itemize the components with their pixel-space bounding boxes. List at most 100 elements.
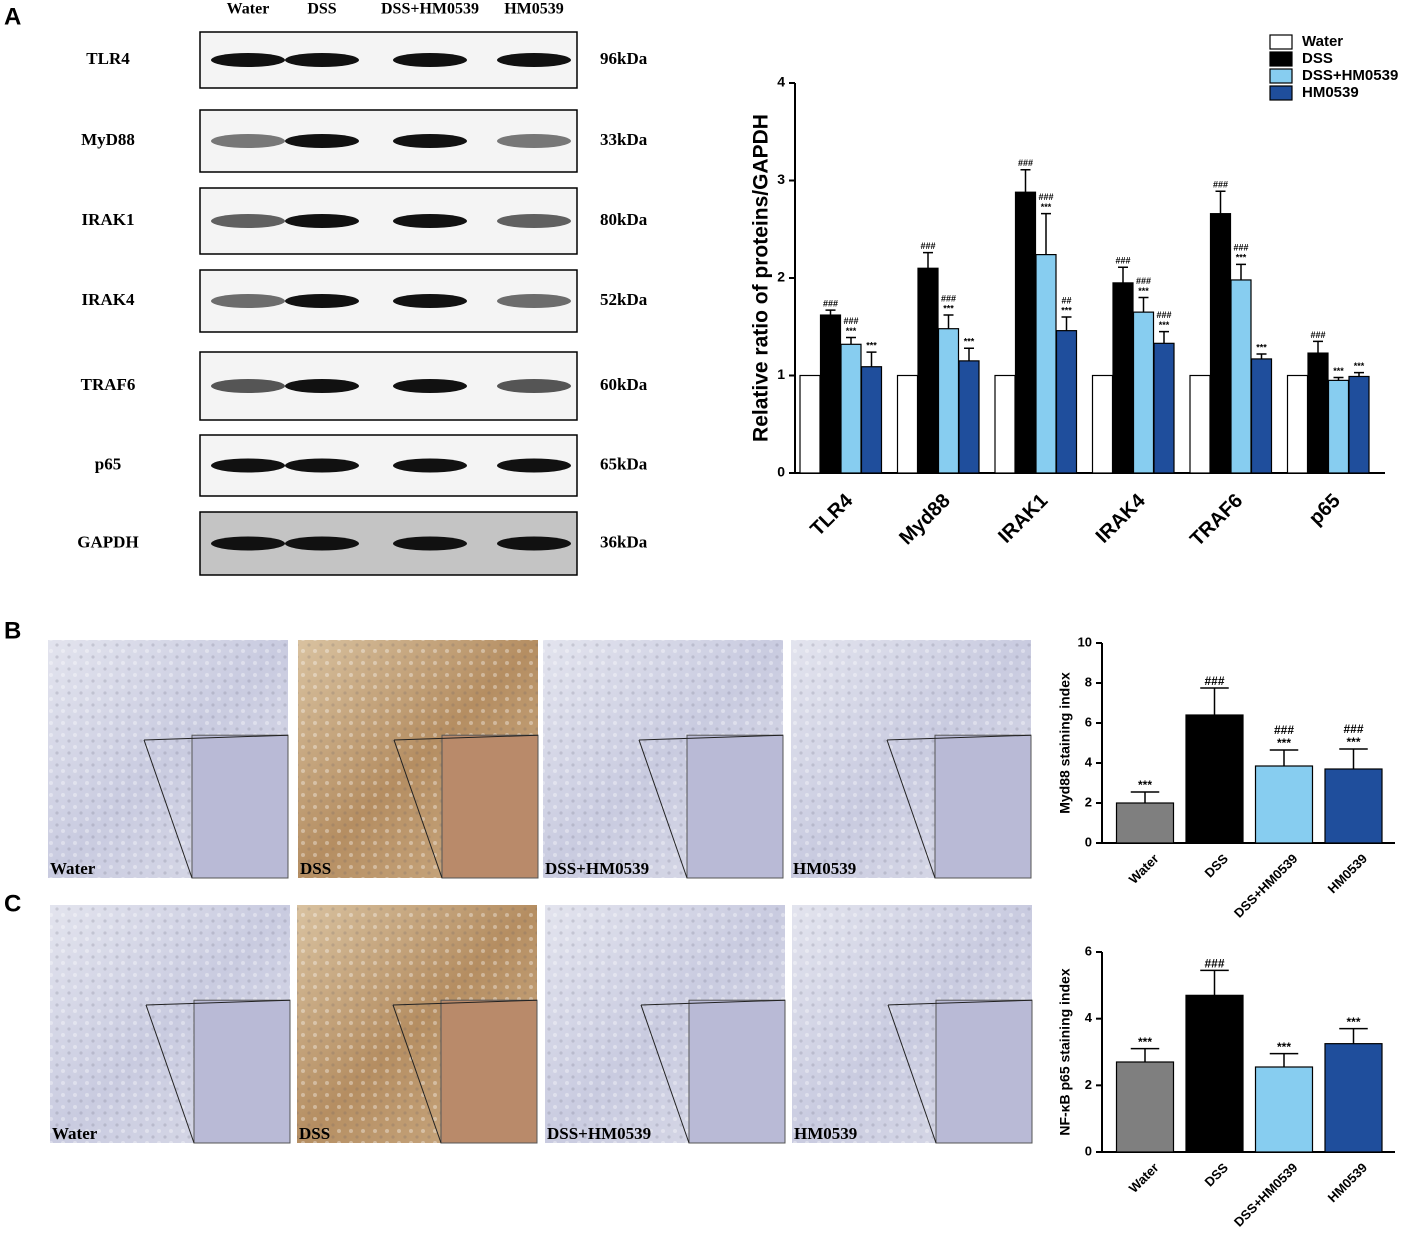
bar [1055, 330, 1078, 474]
bar [1254, 1066, 1314, 1153]
blot-band [497, 53, 571, 67]
inset-line [392, 1004, 442, 1144]
significance-label: ### [1018, 158, 1033, 168]
error-bar [1138, 296, 1149, 313]
blot-band [497, 214, 571, 228]
blot-band [497, 458, 571, 473]
blot-band [393, 294, 467, 308]
micrograph-label: DSS+HM0539 [547, 1124, 651, 1143]
blot-band [285, 379, 359, 393]
blot-band [211, 53, 285, 67]
significance-label: ### [1310, 330, 1325, 340]
error-bar [964, 347, 974, 361]
blot-band [497, 134, 571, 148]
blot-band [497, 379, 571, 393]
blot-band [497, 294, 571, 308]
inset [688, 999, 786, 1144]
y-tick-label: 0 [777, 464, 785, 480]
blot-band [211, 379, 285, 393]
micrograph-label: DSS [299, 1124, 330, 1143]
significance-label: ## [1061, 295, 1071, 305]
x-tick-label: Myd88 [895, 490, 955, 550]
inset-line [638, 739, 688, 879]
blot-band [393, 134, 467, 148]
significance-label: *** [1277, 1040, 1291, 1054]
y-tick-label: 1 [777, 366, 785, 382]
blot-band [393, 214, 467, 228]
significance-label: *** [1041, 202, 1052, 212]
error-bar [1200, 969, 1229, 996]
error-bar [1269, 1052, 1299, 1067]
significance-label: *** [866, 340, 877, 350]
inset [191, 734, 289, 879]
panel-label: C [4, 890, 21, 917]
micrograph-label: HM0539 [793, 859, 856, 878]
inset [441, 734, 539, 879]
y-tick-label: 4 [1085, 1010, 1093, 1025]
bar [917, 267, 939, 474]
inset-line [393, 734, 539, 741]
legend-label: HM0539 [1302, 84, 1359, 101]
size-label: 52kDa [600, 290, 648, 309]
bar [1115, 1061, 1175, 1153]
bar [1153, 342, 1175, 474]
y-tick-label: 4 [777, 74, 785, 90]
significance-label: *** [1346, 1015, 1360, 1029]
significance-label: ### [941, 293, 956, 303]
significance-label: ### [843, 316, 858, 326]
y-tick-label: 2 [1085, 794, 1092, 809]
y-axis-label: Myd88 staining index [1057, 672, 1073, 814]
blot-band [211, 294, 285, 308]
error-bar [943, 314, 954, 329]
significance-label: ### [1204, 957, 1224, 971]
micrograph-label: DSS [300, 859, 331, 878]
bar [840, 343, 862, 474]
protein-label: GAPDH [77, 532, 138, 551]
bar [1035, 254, 1057, 474]
blot-band [497, 536, 571, 551]
x-tick-label: Water [1126, 851, 1162, 887]
bar [1324, 1043, 1383, 1153]
blot-band [393, 536, 467, 551]
inset-line [143, 734, 289, 741]
bar [1230, 279, 1252, 474]
legend-swatch [1269, 85, 1293, 101]
micrograph-label: Water [52, 1124, 98, 1143]
error-bar [1354, 371, 1364, 377]
size-label: 60kDa [600, 375, 648, 394]
significance-label: *** [1236, 253, 1247, 263]
bar [958, 360, 980, 474]
bar [1327, 379, 1350, 474]
protein-label: MyD88 [81, 130, 135, 149]
legend-swatch [1269, 68, 1293, 84]
y-tick-label: 0 [1085, 834, 1092, 849]
significance-label: ### [1136, 276, 1151, 286]
x-tick-label: HM0539 [1325, 1160, 1370, 1205]
inset-line [393, 739, 443, 879]
lane-label: HM0539 [504, 1, 564, 18]
error-bar [1118, 266, 1128, 283]
x-tick-label: TRAF6 [1186, 490, 1247, 551]
x-tick-label: Water [1126, 1160, 1162, 1196]
blot-band [211, 214, 285, 228]
error-bar [1269, 749, 1299, 766]
significance-label: *** [1061, 305, 1072, 315]
x-tick-label: DSS+HM0539 [1231, 851, 1301, 921]
significance-label: ### [1274, 723, 1294, 737]
legend-label: Water [1302, 33, 1343, 50]
significance-label: *** [1159, 320, 1170, 330]
protein-label: TLR4 [86, 49, 130, 68]
significance-label: *** [1138, 1035, 1152, 1049]
bar [937, 328, 960, 474]
significance-label: ### [1213, 180, 1228, 190]
size-label: 80kDa [600, 210, 648, 229]
significance-label: *** [1256, 342, 1267, 352]
y-axis-label: Relative ratio of proteins/GAPDH [750, 114, 773, 442]
inset-line [886, 734, 1032, 741]
bar [1014, 191, 1037, 474]
significance-label: *** [1346, 735, 1360, 749]
size-label: 65kDa [600, 454, 648, 473]
error-bar [923, 251, 933, 269]
bar [1209, 213, 1232, 474]
significance-label: *** [1354, 361, 1365, 371]
